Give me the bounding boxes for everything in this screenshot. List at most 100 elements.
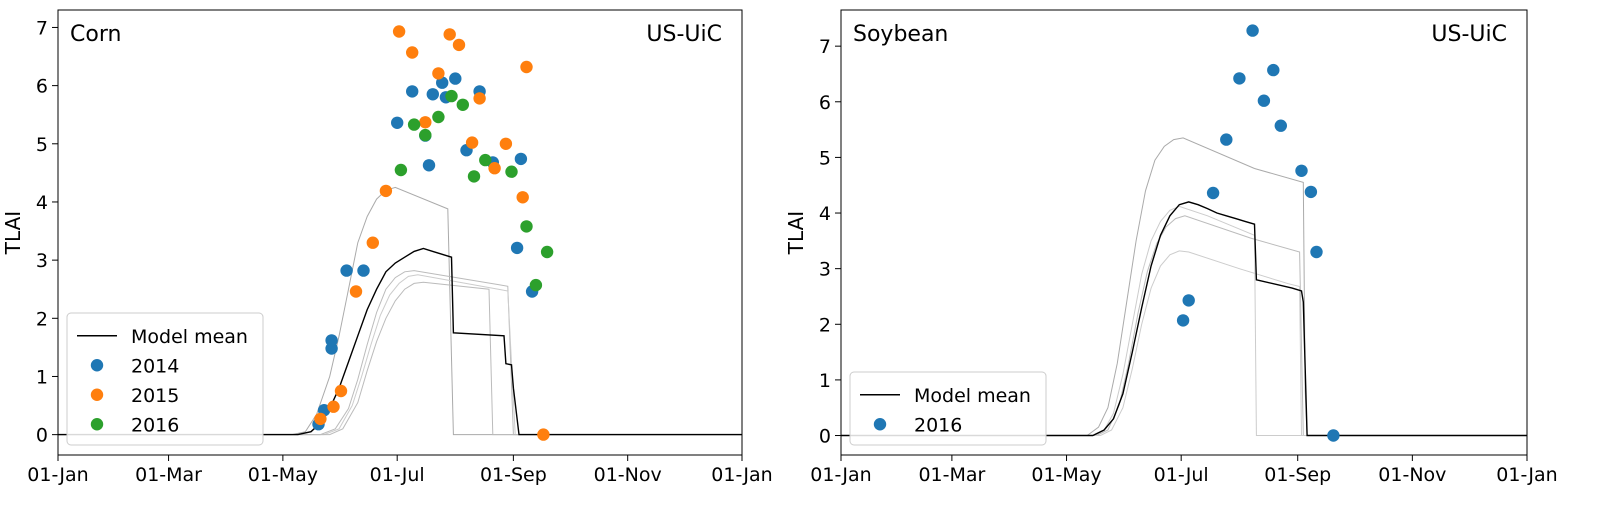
y-tick-label: 4	[36, 192, 48, 214]
data-point-2016	[394, 163, 408, 177]
model-run-line-2	[58, 274, 742, 436]
y-tick-label: 3	[819, 259, 831, 281]
data-point-2015	[366, 236, 379, 249]
x-tick-label: 01-Nov	[594, 464, 662, 486]
legend-label: 2016	[914, 414, 962, 436]
data-point-2015	[488, 162, 501, 175]
data-point-2016	[419, 128, 432, 142]
site-label: US-UiC	[646, 22, 722, 47]
y-tick-label: 5	[36, 134, 48, 156]
model-run-line-3	[58, 281, 742, 436]
data-point-2016	[1182, 294, 1195, 307]
data-point-2016	[1257, 94, 1271, 107]
model-run-line-0	[841, 137, 1527, 436]
y-tick-label: 4	[819, 203, 831, 225]
data-point-2015	[465, 136, 479, 149]
data-point-2014	[426, 88, 439, 101]
x-tick-label: 01-Jan	[810, 464, 871, 486]
data-point-2014	[422, 159, 436, 172]
legend-marker-swatch	[90, 388, 104, 401]
y-tick-label: 2	[819, 314, 831, 336]
x-tick-label: 01-Mar	[918, 464, 985, 486]
y-tick-label: 7	[819, 36, 831, 58]
data-point-2016	[1327, 429, 1340, 442]
y-axis-label: TLAI	[784, 211, 808, 255]
data-point-2015	[516, 191, 529, 204]
data-point-2014	[391, 116, 404, 129]
data-point-2014	[510, 241, 524, 255]
plot-area	[58, 25, 742, 441]
x-tick-label: 01-Nov	[1378, 464, 1446, 486]
legend: Model mean 2014 2015 2016	[66, 312, 264, 446]
axes-frame	[57, 9, 743, 456]
legend-marker-swatch	[90, 359, 104, 372]
model-run-line-2	[841, 250, 1527, 436]
axes-frame	[840, 9, 1528, 456]
data-point-2016	[479, 153, 492, 167]
legend-label: Model mean	[131, 326, 248, 348]
data-point-2015	[537, 428, 550, 441]
y-tick-label: 2	[36, 308, 48, 330]
y-tick-label: 1	[36, 366, 48, 388]
legend-box	[66, 312, 264, 446]
data-point-2015	[379, 184, 393, 198]
x-tick-label: 01-May	[1031, 464, 1101, 486]
model-mean-line	[841, 201, 1527, 437]
y-tick-label: 6	[819, 92, 831, 114]
data-point-2016	[1246, 24, 1259, 37]
data-point-2015	[314, 412, 327, 426]
data-point-2015	[452, 38, 466, 52]
legend-marker-swatch	[90, 418, 104, 431]
corn-panel: 01-Jan 01-Mar 01-May 01-Jul 01-Sep 01-Nov 01-J…	[1, 9, 773, 486]
data-point-2016	[467, 170, 481, 183]
model-run-line-0	[58, 186, 742, 436]
x-tick-label: 01-Jul	[370, 464, 425, 486]
data-point-2014	[436, 76, 449, 89]
data-point-2015	[520, 60, 533, 74]
y-tick-label: 0	[819, 426, 831, 448]
data-point-2016	[407, 118, 421, 131]
legend-label: 2016	[131, 414, 179, 436]
y-tick-label: 6	[36, 76, 48, 98]
x-tick-label: 01-Mar	[135, 464, 202, 486]
data-point-2016	[445, 89, 458, 103]
data-point-2016	[432, 110, 445, 124]
data-point-2014	[357, 264, 370, 277]
data-point-2015	[406, 46, 419, 59]
data-point-2014	[406, 85, 419, 98]
x-tick-label: 01-Jan	[27, 464, 88, 486]
soybean-panel: 01-Jan 01-Mar 01-May 01-Jul 01-Sep 01-Nov 01-J…	[784, 9, 1558, 486]
data-point-2015	[327, 400, 340, 413]
data-point-2015	[334, 384, 348, 398]
data-point-2014	[449, 72, 462, 85]
data-point-2015	[419, 116, 432, 129]
y-tick-label: 7	[36, 17, 48, 39]
x-tick-label: 01-Jan	[711, 464, 772, 486]
data-point-2015	[432, 67, 445, 80]
data-point-2016	[1304, 185, 1318, 199]
data-point-2015	[473, 92, 486, 105]
data-point-2016	[1267, 63, 1280, 77]
crop-label: Corn	[70, 22, 121, 47]
data-point-2016	[505, 165, 518, 178]
data-point-2015	[392, 25, 406, 38]
y-tick-label: 5	[819, 147, 831, 169]
legend-label: 2014	[131, 355, 179, 377]
data-point-2016	[529, 278, 543, 292]
y-tick-label: 1	[819, 370, 831, 392]
x-tick-label: 01-Jan	[1496, 464, 1557, 486]
data-point-2015	[443, 28, 456, 41]
data-point-2016	[1220, 133, 1233, 146]
x-tick-label: 01-May	[248, 464, 318, 486]
x-tick-label: 01-Jul	[1154, 464, 1209, 486]
legend-label: Model mean	[914, 385, 1031, 407]
data-point-2016	[1310, 245, 1323, 259]
site-label: US-UiC	[1431, 22, 1507, 47]
legend-label: 2015	[131, 385, 179, 407]
data-point-2016	[1176, 314, 1190, 327]
data-point-2016	[520, 220, 533, 233]
data-point-2015	[499, 137, 513, 150]
model-run-line-3	[841, 205, 1527, 436]
y-tick-label: 3	[36, 250, 48, 272]
